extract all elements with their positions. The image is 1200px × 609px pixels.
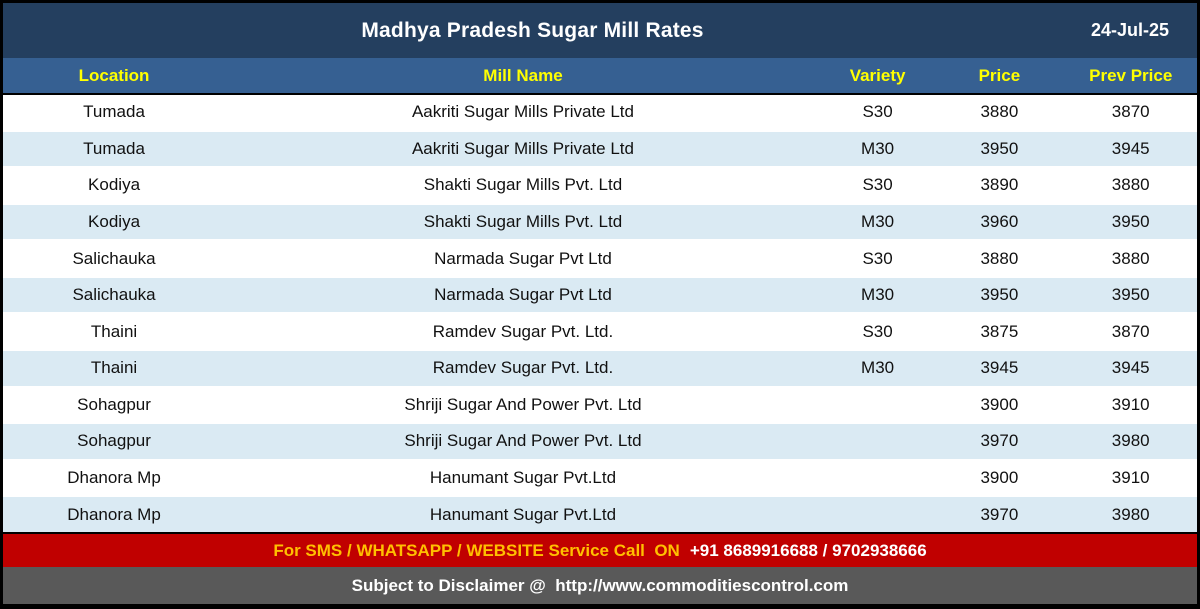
table-row: Kodiya Shakti Sugar Mills Pvt. Ltd M30 3960… — [3, 202, 1197, 240]
cell-mill-name: Shakti Sugar Mills Pvt. Ltd — [423, 212, 623, 232]
cell-variety — [821, 497, 934, 532]
cell-mill-name: Ramdev Sugar Pvt. Ltd. — [432, 321, 614, 341]
cell-location: Sohagpur — [77, 394, 151, 414]
contact-bar: For SMS / WHATSAPP / WEBSITE Service Cal… — [3, 532, 1197, 567]
cell-prev-price: 3870 — [1111, 102, 1150, 122]
cell-mill-name: Shriji Sugar And Power Pvt. Ltd — [404, 431, 642, 451]
cell-prev-price: 3950 — [1111, 285, 1150, 305]
cell-mill-name: Hanumant Sugar Pvt.Ltd — [429, 504, 617, 524]
column-header-price: Price — [978, 65, 1021, 85]
cell-prev-price: 3870 — [1111, 321, 1150, 341]
cell-price: 3970 — [980, 504, 1019, 524]
cell-price: 3880 — [980, 102, 1019, 122]
cell-location: Kodiya — [88, 175, 141, 195]
cell-mill-name: Hanumant Sugar Pvt.Ltd — [429, 468, 617, 488]
table-row: Dhanora Mp Hanumant Sugar Pvt.Ltd 3900 3910 — [3, 458, 1197, 496]
report-date: 24-Jul-25 — [1090, 20, 1169, 40]
cell-price: 3890 — [980, 175, 1019, 195]
disclaimer-bar: Subject to Disclaimer @ http://www.commo… — [3, 567, 1197, 604]
cell-location: Tumada — [83, 138, 145, 158]
cell-mill-name: Shriji Sugar And Power Pvt. Ltd — [404, 394, 642, 414]
contact-service-label: For SMS / WHATSAPP / WEBSITE Service Cal… — [273, 540, 680, 560]
disclaimer-text: Subject to Disclaimer @ — [351, 575, 556, 595]
cell-variety: S30 — [862, 175, 893, 195]
cell-mill-name: Shakti Sugar Mills Pvt. Ltd — [423, 175, 623, 195]
column-header-mill-name: Mill Name — [483, 65, 563, 85]
cell-variety — [821, 388, 934, 423]
cell-location: Salichauka — [72, 285, 156, 305]
cell-location: Dhanora Mp — [67, 504, 161, 524]
contact-phone-numbers: +91 8689916688 / 9702938666 — [689, 540, 927, 560]
cell-price: 3950 — [980, 285, 1019, 305]
cell-variety: M30 — [861, 358, 895, 378]
column-header-location: Location — [78, 65, 150, 85]
table-row: Tumada Aakriti Sugar Mills Private Ltd S30… — [3, 95, 1197, 130]
cell-prev-price: 3910 — [1111, 394, 1150, 414]
cell-prev-price: 3950 — [1111, 212, 1150, 232]
table-body: Tumada Aakriti Sugar Mills Private Ltd S30… — [3, 95, 1197, 532]
cell-price: 3875 — [980, 321, 1019, 341]
cell-price: 3880 — [980, 248, 1019, 268]
cell-variety: M30 — [861, 138, 895, 158]
cell-prev-price: 3880 — [1111, 248, 1150, 268]
cell-mill-name: Aakriti Sugar Mills Private Ltd — [411, 138, 634, 158]
table-row: Thaini Ramdev Sugar Pvt. Ltd. S30 3875 3870 — [3, 312, 1197, 350]
table-row: Thaini Ramdev Sugar Pvt. Ltd. M30 3945 3945 — [3, 349, 1197, 386]
cell-prev-price: 3910 — [1111, 468, 1150, 488]
cell-price: 3900 — [980, 394, 1019, 414]
cell-variety: M30 — [861, 212, 895, 232]
cell-price: 3960 — [980, 212, 1019, 232]
column-header-row: Location Mill Name Variety Price Prev Price — [3, 58, 1197, 95]
cell-prev-price: 3980 — [1111, 504, 1150, 524]
cell-mill-name: Ramdev Sugar Pvt. Ltd. — [432, 358, 614, 378]
cell-price: 3970 — [980, 431, 1019, 451]
cell-location: Kodiya — [88, 212, 141, 232]
table-row: Dhanora Mp Hanumant Sugar Pvt.Ltd 3970 3980 — [3, 495, 1197, 532]
cell-mill-name: Narmada Sugar Pvt Ltd — [434, 285, 612, 305]
table-row: Salichauka Narmada Sugar Pvt Ltd M30 3950 39… — [3, 275, 1197, 313]
cell-variety: S30 — [862, 102, 893, 122]
column-header-prev-price: Prev Price — [1089, 65, 1173, 85]
cell-variety: S30 — [862, 321, 893, 341]
column-header-variety: Variety — [849, 65, 906, 85]
cell-prev-price: 3880 — [1111, 175, 1150, 195]
cell-mill-name: Narmada Sugar Pvt Ltd — [434, 248, 612, 268]
table-row: Sohagpur Shriji Sugar And Power Pvt. Ltd 3… — [3, 422, 1197, 459]
cell-prev-price: 3945 — [1111, 138, 1150, 158]
table-row: Kodiya Shakti Sugar Mills Pvt. Ltd S30 3890… — [3, 166, 1197, 203]
cell-location: Thaini — [90, 358, 138, 378]
cell-location: Dhanora Mp — [67, 468, 161, 488]
cell-price: 3945 — [980, 358, 1019, 378]
cell-variety: S30 — [862, 248, 893, 268]
cell-location: Thaini — [90, 321, 138, 341]
page-title: Madhya Pradesh Sugar Mill Rates — [361, 18, 704, 42]
cell-location: Salichauka — [72, 248, 156, 268]
cell-location: Sohagpur — [77, 431, 151, 451]
cell-prev-price: 3945 — [1111, 358, 1150, 378]
cell-price: 3900 — [980, 468, 1019, 488]
cell-variety — [821, 461, 934, 496]
cell-location: Tumada — [83, 102, 145, 122]
table-row: Tumada Aakriti Sugar Mills Private Ltd M30… — [3, 129, 1197, 167]
title-bar: Madhya Pradesh Sugar Mill Rates 24-Jul-2… — [3, 3, 1197, 58]
disclaimer-link[interactable]: http://www.commoditiescontrol.com — [555, 575, 849, 595]
cell-mill-name: Aakriti Sugar Mills Private Ltd — [411, 102, 634, 122]
cell-variety: M30 — [861, 285, 895, 305]
table-row: Sohagpur Shriji Sugar And Power Pvt. Ltd 3… — [3, 385, 1197, 423]
cell-variety — [821, 424, 934, 459]
cell-price: 3950 — [980, 138, 1019, 158]
table-row: Salichauka Narmada Sugar Pvt Ltd S30 3880 38… — [3, 239, 1197, 276]
cell-prev-price: 3980 — [1111, 431, 1150, 451]
